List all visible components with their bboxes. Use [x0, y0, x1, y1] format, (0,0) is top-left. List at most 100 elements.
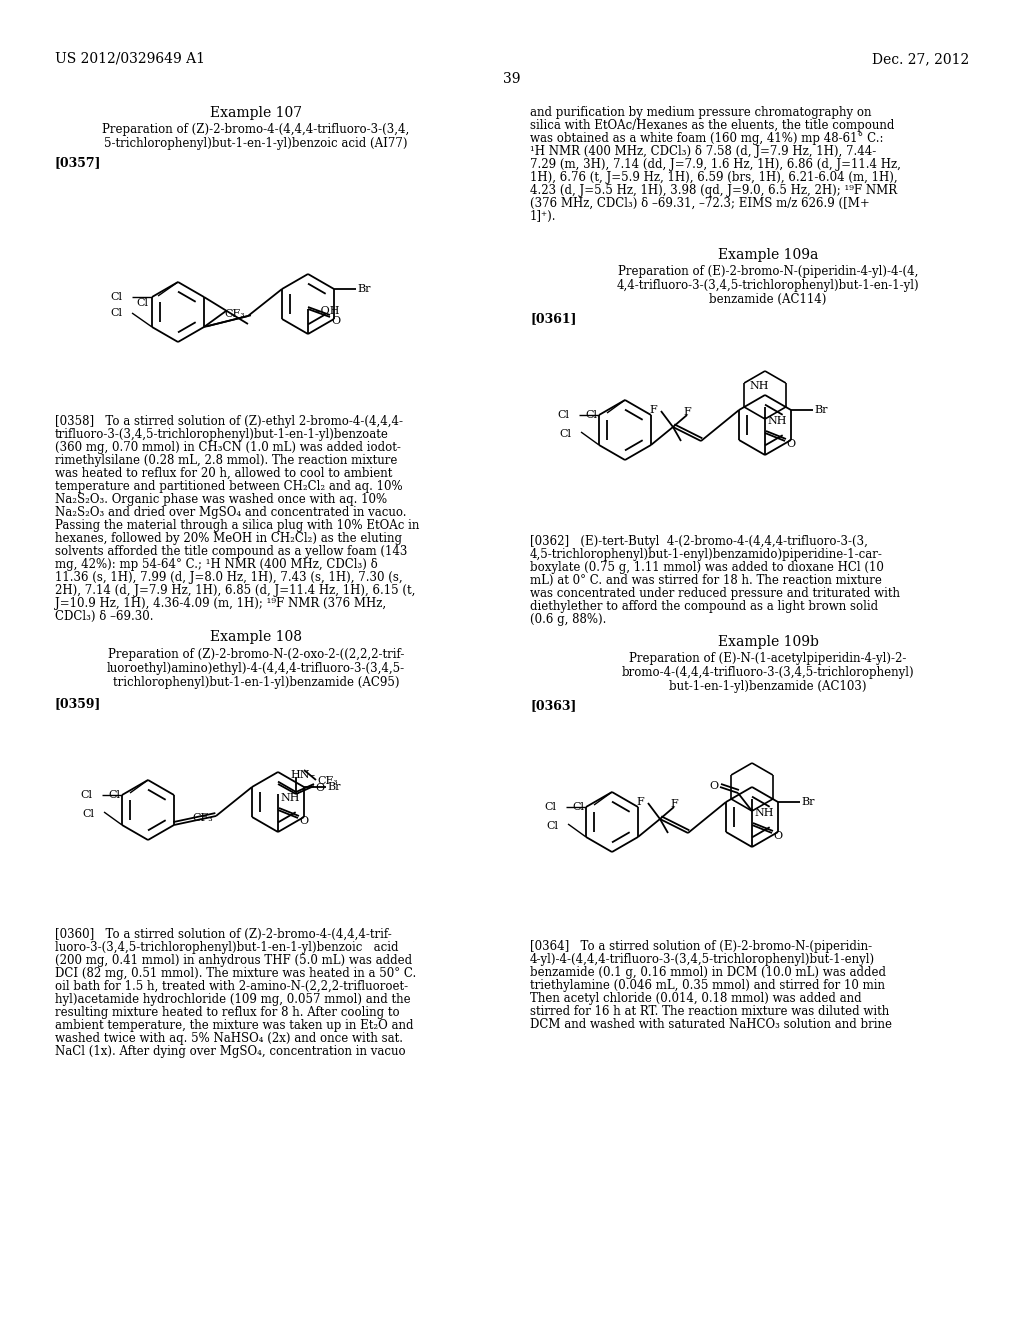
Text: F: F	[683, 407, 691, 417]
Text: Then acetyl chloride (0.014, 0.18 mmol) was added and: Then acetyl chloride (0.014, 0.18 mmol) …	[530, 993, 861, 1005]
Text: Cl: Cl	[110, 308, 122, 318]
Text: boxylate (0.75 g, 1.11 mmol) was added to dioxane HCl (10: boxylate (0.75 g, 1.11 mmol) was added t…	[530, 561, 884, 574]
Text: Example 108: Example 108	[210, 630, 302, 644]
Text: triethylamine (0.046 mL, 0.35 mmol) and stirred for 10 min: triethylamine (0.046 mL, 0.35 mmol) and …	[530, 979, 885, 993]
Text: ambient temperature, the mixture was taken up in Et₂O and: ambient temperature, the mixture was tak…	[55, 1019, 414, 1032]
Text: and purification by medium pressure chromatography on: and purification by medium pressure chro…	[530, 106, 871, 119]
Text: ¹H NMR (400 MHz, CDCl₃) δ 7.58 (d, J=7.9 Hz, 1H), 7.44-: ¹H NMR (400 MHz, CDCl₃) δ 7.58 (d, J=7.9…	[530, 145, 877, 158]
Text: Cl: Cl	[82, 809, 94, 818]
Text: Na₂S₂O₃ and dried over MgSO₄ and concentrated in vacuo.: Na₂S₂O₃ and dried over MgSO₄ and concent…	[55, 506, 407, 519]
Text: Br: Br	[357, 284, 371, 294]
Text: trifluoro-3-(3,4,5-trichlorophenyl)but-1-en-1-yl)benzoate: trifluoro-3-(3,4,5-trichlorophenyl)but-1…	[55, 428, 389, 441]
Text: O: O	[773, 832, 782, 841]
Text: washed twice with aq. 5% NaHSO₄ (2x) and once with sat.: washed twice with aq. 5% NaHSO₄ (2x) and…	[55, 1032, 403, 1045]
Text: Cl: Cl	[572, 803, 584, 812]
Text: was obtained as a white foam (160 mg, 41%) mp 48-61° C.:: was obtained as a white foam (160 mg, 41…	[530, 132, 884, 145]
Text: NaCl (1x). After dying over MgSO₄, concentration in vacuo: NaCl (1x). After dying over MgSO₄, conce…	[55, 1045, 406, 1059]
Text: 4.23 (d, J=5.5 Hz, 1H), 3.98 (qd, J=9.0, 6.5 Hz, 2H); ¹⁹F NMR: 4.23 (d, J=5.5 Hz, 1H), 3.98 (qd, J=9.0,…	[530, 183, 897, 197]
Text: luoro-3-(3,4,5-trichlorophenyl)but-1-en-1-yl)benzoic   acid: luoro-3-(3,4,5-trichlorophenyl)but-1-en-…	[55, 941, 398, 954]
Text: CF₃: CF₃	[191, 813, 213, 822]
Text: [0361]: [0361]	[530, 312, 577, 325]
Text: hyl)acetamide hydrochloride (109 mg, 0.057 mmol) and the: hyl)acetamide hydrochloride (109 mg, 0.0…	[55, 993, 411, 1006]
Text: 1H), 6.76 (t, J=5.9 Hz, 1H), 6.59 (brs, 1H), 6.21-6.04 (m, 1H),: 1H), 6.76 (t, J=5.9 Hz, 1H), 6.59 (brs, …	[530, 172, 898, 183]
Text: Cl: Cl	[559, 429, 571, 440]
Text: US 2012/0329649 A1: US 2012/0329649 A1	[55, 51, 205, 66]
Text: Cl: Cl	[557, 411, 569, 420]
Text: O: O	[709, 781, 718, 791]
Text: O: O	[786, 440, 795, 449]
Text: Example 109a: Example 109a	[718, 248, 818, 261]
Text: was heated to reflux for 20 h, allowed to cool to ambient: was heated to reflux for 20 h, allowed t…	[55, 467, 392, 480]
Text: 4-yl)-4-(4,4,4-trifluoro-3-(3,4,5-trichlorophenyl)but-1-enyl): 4-yl)-4-(4,4,4-trifluoro-3-(3,4,5-trichl…	[530, 953, 876, 966]
Text: –OH: –OH	[316, 306, 341, 315]
Text: [0360]   To a stirred solution of (Z)-2-bromo-4-(4,4,4-trif-: [0360] To a stirred solution of (Z)-2-br…	[55, 928, 392, 941]
Text: rimethylsilane (0.28 mL, 2.8 mmol). The reaction mixture: rimethylsilane (0.28 mL, 2.8 mmol). The …	[55, 454, 397, 467]
Text: F: F	[670, 799, 678, 809]
Text: NH: NH	[280, 793, 299, 803]
Text: Br: Br	[801, 797, 814, 807]
Text: 11.36 (s, 1H), 7.99 (d, J=8.0 Hz, 1H), 7.43 (s, 1H), 7.30 (s,: 11.36 (s, 1H), 7.99 (d, J=8.0 Hz, 1H), 7…	[55, 572, 402, 583]
Text: O: O	[331, 315, 340, 326]
Text: DCI (82 mg, 0.51 mmol). The mixture was heated in a 50° C.: DCI (82 mg, 0.51 mmol). The mixture was …	[55, 968, 416, 979]
Text: benzamide (0.1 g, 0.16 mmol) in DCM (10.0 mL) was added: benzamide (0.1 g, 0.16 mmol) in DCM (10.…	[530, 966, 886, 979]
Text: 7.29 (m, 3H), 7.14 (dd, J=7.9, 1.6 Hz, 1H), 6.86 (d, J=11.4 Hz,: 7.29 (m, 3H), 7.14 (dd, J=7.9, 1.6 Hz, 1…	[530, 158, 901, 172]
Text: F: F	[649, 405, 656, 414]
Text: Cl: Cl	[108, 789, 120, 800]
Text: Example 109b: Example 109b	[718, 635, 818, 649]
Text: O: O	[299, 816, 308, 826]
Text: mg, 42%): mp 54-64° C.; ¹H NMR (400 MHz, CDCl₃) δ: mg, 42%): mp 54-64° C.; ¹H NMR (400 MHz,…	[55, 558, 378, 572]
Text: temperature and partitioned between CH₂Cl₂ and aq. 10%: temperature and partitioned between CH₂C…	[55, 480, 402, 492]
Text: Passing the material through a silica plug with 10% EtOAc in: Passing the material through a silica pl…	[55, 519, 420, 532]
Text: CF₃: CF₃	[224, 309, 245, 319]
Text: but-1-en-1-yl)benzamide (AC103): but-1-en-1-yl)benzamide (AC103)	[670, 680, 866, 693]
Text: [0363]: [0363]	[530, 700, 577, 711]
Text: hexanes, followed by 20% MeOH in CH₂Cl₂) as the eluting: hexanes, followed by 20% MeOH in CH₂Cl₂)…	[55, 532, 402, 545]
Text: DCM and washed with saturated NaHCO₃ solution and brine: DCM and washed with saturated NaHCO₃ sol…	[530, 1018, 892, 1031]
Text: Cl: Cl	[136, 298, 148, 308]
Text: [0358]   To a stirred solution of (Z)-ethyl 2-bromo-4-(4,4,4-: [0358] To a stirred solution of (Z)-ethy…	[55, 414, 403, 428]
Text: Preparation of (E)-N-(1-acetylpiperidin-4-yl)-2-: Preparation of (E)-N-(1-acetylpiperidin-…	[630, 652, 906, 665]
Text: resulting mixture heated to reflux for 8 h. After cooling to: resulting mixture heated to reflux for 8…	[55, 1006, 399, 1019]
Text: [0359]: [0359]	[55, 697, 101, 710]
Text: F: F	[636, 797, 644, 807]
Text: NH: NH	[754, 808, 773, 818]
Text: 5-trichlorophenyl)but-1-en-1-yl)benzoic acid (AI77): 5-trichlorophenyl)but-1-en-1-yl)benzoic …	[104, 137, 408, 150]
Text: [0364]   To a stirred solution of (E)-2-bromo-N-(piperidin-: [0364] To a stirred solution of (E)-2-br…	[530, 940, 872, 953]
Text: luoroethyl)amino)ethyl)-4-(4,4,4-trifluoro-3-(3,4,5-: luoroethyl)amino)ethyl)-4-(4,4,4-trifluo…	[106, 663, 406, 675]
Text: J=10.9 Hz, 1H), 4.36-4.09 (m, 1H); ¹⁹F NMR (376 MHz,: J=10.9 Hz, 1H), 4.36-4.09 (m, 1H); ¹⁹F N…	[55, 597, 386, 610]
Text: (376 MHz, CDCl₃) δ –69.31, –72.3; EIMS m/z 626.9 ([M+: (376 MHz, CDCl₃) δ –69.31, –72.3; EIMS m…	[530, 197, 869, 210]
Text: bromo-4-(4,4,4-trifluoro-3-(3,4,5-trichlorophenyl): bromo-4-(4,4,4-trifluoro-3-(3,4,5-trichl…	[622, 667, 914, 678]
Text: stirred for 16 h at RT. The reaction mixture was diluted with: stirred for 16 h at RT. The reaction mix…	[530, 1005, 889, 1018]
Text: Br: Br	[814, 405, 827, 414]
Text: CF₃: CF₃	[317, 776, 338, 785]
Text: (200 mg, 0.41 mmol) in anhydrous THF (5.0 mL) was added: (200 mg, 0.41 mmol) in anhydrous THF (5.…	[55, 954, 412, 968]
Text: O: O	[315, 783, 325, 793]
Text: NH: NH	[750, 381, 769, 391]
Text: [0362]   (E)-tert-Butyl  4-(2-bromo-4-(4,4,4-trifluoro-3-(3,: [0362] (E)-tert-Butyl 4-(2-bromo-4-(4,4,…	[530, 535, 868, 548]
Text: Cl: Cl	[544, 803, 556, 812]
Text: silica with EtOAc/Hexanes as the eluents, the title compound: silica with EtOAc/Hexanes as the eluents…	[530, 119, 894, 132]
Text: Cl: Cl	[80, 789, 92, 800]
Text: Preparation of (Z)-2-bromo-N-(2-oxo-2-((2,2,2-trif-: Preparation of (Z)-2-bromo-N-(2-oxo-2-((…	[108, 648, 404, 661]
Text: diethylether to afford the compound as a light brown solid: diethylether to afford the compound as a…	[530, 601, 879, 612]
Text: benzamide (AC114): benzamide (AC114)	[710, 293, 826, 306]
Text: NH: NH	[767, 416, 786, 426]
Text: 2H), 7.14 (d, J=7.9 Hz, 1H), 6.85 (d, J=11.4 Hz, 1H), 6.15 (t,: 2H), 7.14 (d, J=7.9 Hz, 1H), 6.85 (d, J=…	[55, 583, 416, 597]
Text: Dec. 27, 2012: Dec. 27, 2012	[871, 51, 969, 66]
Text: trichlorophenyl)but-1-en-1-yl)benzamide (AC95): trichlorophenyl)but-1-en-1-yl)benzamide …	[113, 676, 399, 689]
Text: CDCl₃) δ –69.30.: CDCl₃) δ –69.30.	[55, 610, 154, 623]
Text: (0.6 g, 88%).: (0.6 g, 88%).	[530, 612, 606, 626]
Text: Cl: Cl	[585, 411, 597, 420]
Text: was concentrated under reduced pressure and triturated with: was concentrated under reduced pressure …	[530, 587, 900, 601]
Text: Preparation of (E)-2-bromo-N-(piperidin-4-yl)-4-(4,: Preparation of (E)-2-bromo-N-(piperidin-…	[617, 265, 919, 279]
Text: Cl: Cl	[546, 821, 558, 832]
Text: oil bath for 1.5 h, treated with 2-amino-N-(2,2,2-trifluoroet-: oil bath for 1.5 h, treated with 2-amino…	[55, 979, 409, 993]
Text: HN–: HN–	[290, 770, 315, 780]
Text: Br: Br	[327, 781, 341, 792]
Text: Preparation of (Z)-2-bromo-4-(4,4,4-trifluoro-3-(3,4,: Preparation of (Z)-2-bromo-4-(4,4,4-trif…	[102, 123, 410, 136]
Text: 39: 39	[503, 73, 521, 86]
Text: 4,5-trichlorophenyl)but-1-enyl)benzamido)piperidine-1-car-: 4,5-trichlorophenyl)but-1-enyl)benzamido…	[530, 548, 883, 561]
Text: [0357]: [0357]	[55, 156, 101, 169]
Text: 1]⁺).: 1]⁺).	[530, 210, 556, 223]
Text: Example 107: Example 107	[210, 106, 302, 120]
